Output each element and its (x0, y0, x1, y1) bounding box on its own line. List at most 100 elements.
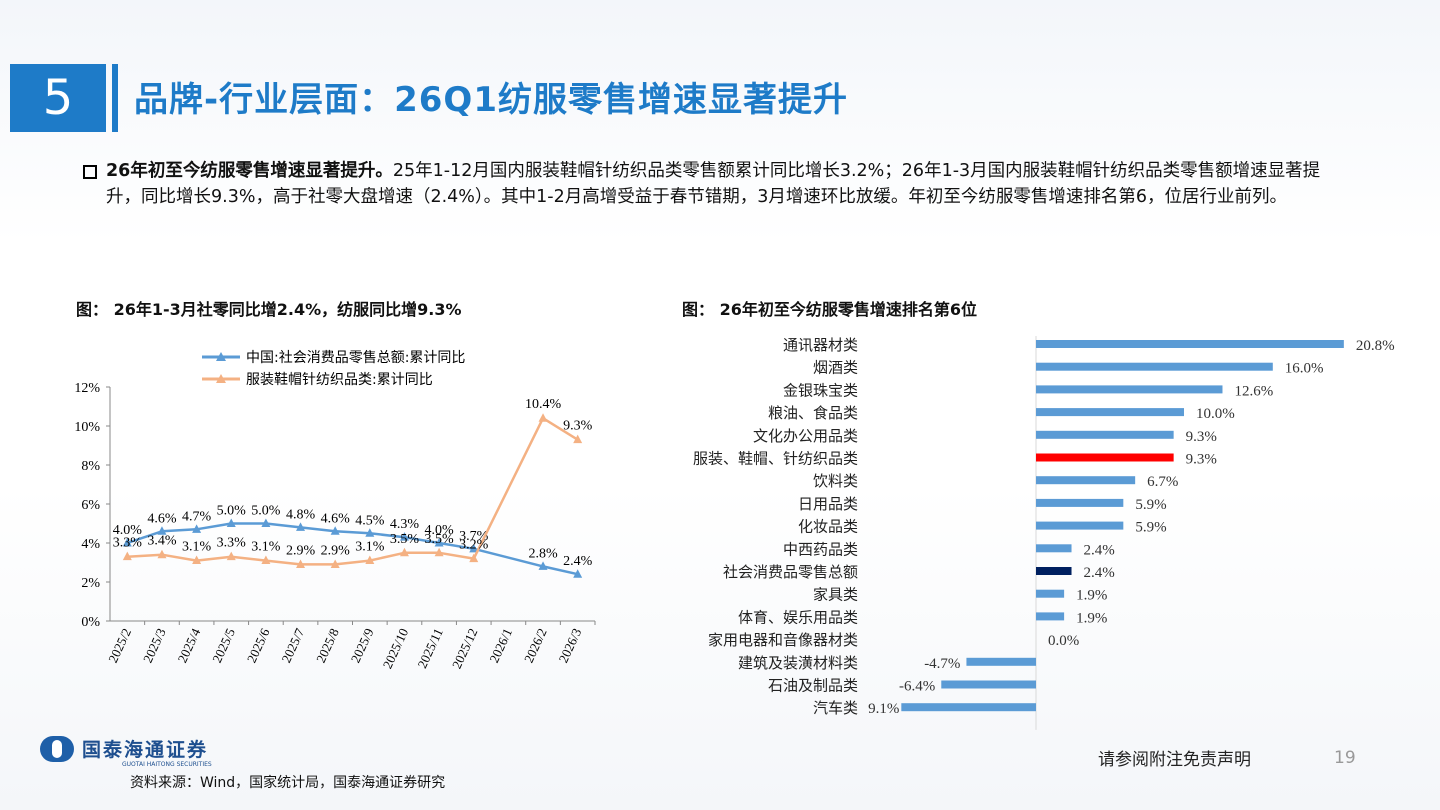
data-label: 3.4% (147, 534, 177, 549)
data-point (192, 555, 202, 565)
data-point (434, 547, 444, 557)
x-tick-label: 2026/3 (556, 626, 585, 665)
source-note: 资料来源：Wind，国家统计局，国泰海通证券研究 (130, 775, 446, 791)
data-label: 4.0% (425, 523, 455, 538)
data-point (365, 528, 375, 537)
data-label: 3.7% (459, 529, 489, 544)
value-label: 2.4% (1084, 542, 1115, 558)
category-label: 社会消费品零售总额 (723, 563, 858, 581)
data-label: 2.8% (528, 546, 558, 561)
data-point (296, 559, 306, 568)
category-label: 石油及制品类 (768, 677, 858, 695)
data-point (157, 549, 167, 559)
data-point (365, 555, 375, 565)
data-label: 3.5% (390, 532, 420, 547)
x-tick-label: 2025/4 (174, 625, 203, 665)
data-point (261, 518, 271, 527)
bar (966, 657, 1036, 666)
company-logo: 国泰海通证券 GUOTAI HAITONG SECURITIES (40, 735, 212, 768)
data-label: 4.5% (355, 513, 385, 528)
line-chart: 0% 2% 4% 6% 8% 10% 12% 2025/2 2025/3 2025/4 2025/5… (74, 350, 596, 671)
value-label: 20.8% (1356, 338, 1395, 354)
left-figure-title: 图： 26年1-3月社零同比增2.4%，纺服同比增9.3% (76, 300, 462, 319)
category-label: 饮料类 (813, 472, 858, 490)
data-label: 4.6% (321, 511, 351, 526)
category-label: 汽车类 (813, 699, 858, 717)
data-label: 5.0% (217, 504, 247, 519)
value-label: 1.9% (1076, 588, 1107, 604)
category-label: 粮油、食品类 (768, 404, 858, 422)
data-point (122, 538, 132, 547)
data-label: 3.2% (459, 538, 489, 553)
y-tick-label: 6% (81, 498, 100, 513)
right-figure-title: 图： 26年初至今纺服零售增速排名第6位 (682, 300, 977, 319)
data-label: 4.0% (113, 523, 143, 538)
value-label: 9.1% (868, 701, 899, 717)
bullet-square-icon (83, 165, 97, 179)
category-label: 烟酒类 (813, 359, 858, 377)
data-point (538, 561, 548, 570)
page-title: 品牌-行业层面：26Q1纺服零售增速显著提升 (134, 80, 848, 120)
data-point (538, 413, 548, 422)
value-label: 5.9% (1135, 520, 1166, 536)
x-tick-label: 2026/1 (486, 626, 515, 665)
bar (1036, 476, 1136, 485)
data-label: 9.3% (563, 419, 593, 434)
data-point (469, 553, 479, 563)
disclaimer-link[interactable]: 请参阅附注免责声明 (1098, 750, 1251, 770)
bar (901, 703, 1036, 712)
bar-chart: 通讯器材类 20.8% 烟酒类 16.0% 金银珠宝类 12.6% 粮油、食品类 10.0% 文… (693, 336, 1395, 730)
x-tick-label: 2025/6 (244, 625, 273, 665)
data-point (157, 526, 167, 535)
y-tick-label: 12% (74, 381, 100, 396)
x-tick-label: 2025/2 (105, 626, 134, 665)
value-label: 5.9% (1135, 497, 1166, 513)
logo-mark-icon (40, 735, 74, 762)
value-label: 9.3% (1186, 452, 1217, 468)
bar (1036, 567, 1072, 575)
data-label: 10.4% (525, 397, 562, 412)
x-tick-label: 2026/2 (521, 626, 550, 665)
data-point (573, 434, 583, 444)
data-label: 4.6% (147, 511, 177, 526)
value-label: -6.4% (899, 679, 935, 695)
bar (1036, 408, 1184, 417)
data-label: 3.1% (355, 540, 385, 555)
bar (1036, 589, 1065, 598)
data-point (330, 559, 340, 568)
data-label: 4.3% (390, 517, 420, 532)
y-tick-label: 8% (81, 459, 100, 474)
category-label: 家用电器和音像器材类 (708, 631, 858, 649)
bar (1036, 453, 1174, 462)
data-label: 2.9% (286, 543, 316, 558)
category-label: 家具类 (813, 586, 858, 604)
logo-english-name: GUOTAI HAITONG SECURITIES (122, 761, 212, 768)
data-point (330, 526, 340, 535)
legend-marker (216, 352, 226, 361)
bar (941, 680, 1036, 689)
category-label: 服装、鞋帽、针纺织品类 (693, 450, 858, 468)
category-label: 建筑及装潢材料类 (738, 654, 858, 672)
bar (1036, 340, 1344, 348)
value-label: 10.0% (1196, 406, 1235, 422)
bar (1036, 544, 1072, 553)
data-point (573, 569, 583, 578)
data-point (469, 543, 479, 553)
page-number: 19 (1334, 748, 1356, 768)
bar (1036, 385, 1223, 394)
data-label: 3.3% (217, 536, 247, 551)
y-tick-label: 2% (81, 576, 100, 591)
category-label: 文化办公用品类 (753, 427, 858, 445)
y-tick-label: 4% (81, 537, 100, 552)
value-label: 6.7% (1147, 474, 1178, 490)
x-tick-label: 2025/8 (313, 626, 342, 665)
data-point (226, 551, 236, 561)
data-label: 4.8% (286, 507, 316, 522)
data-label: 4.7% (182, 509, 212, 524)
data-label: 5.0% (251, 504, 281, 519)
legend-label: 服装鞋帽针纺织品类:累计同比 (246, 372, 433, 388)
value-label: 1.9% (1076, 610, 1107, 626)
data-point (122, 551, 132, 561)
category-label: 日用品类 (798, 495, 858, 513)
category-label: 金银珠宝类 (783, 381, 858, 399)
